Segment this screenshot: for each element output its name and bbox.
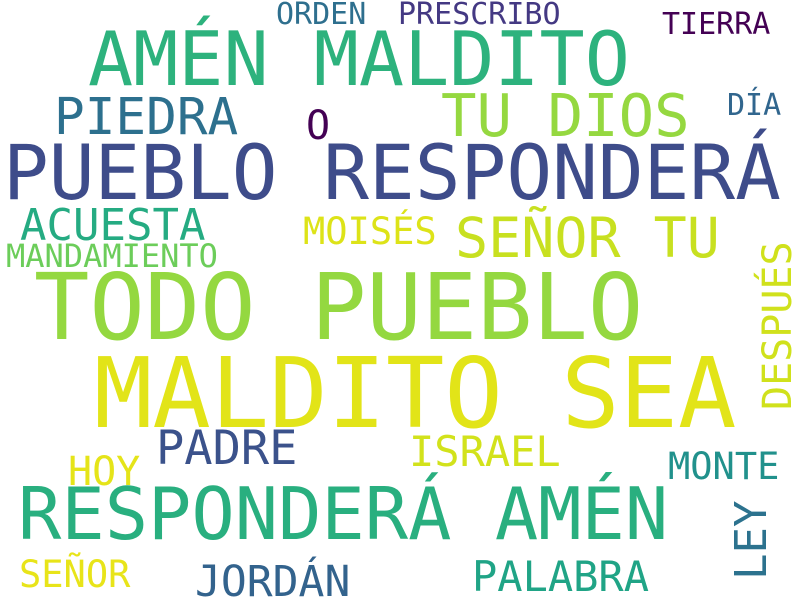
word-mandamiento: MANDAMIENTO	[6, 237, 218, 275]
word-pueblo-responderá: PUEBLO RESPONDERÁ	[3, 128, 781, 217]
word-prescribo: PRESCRIBO	[398, 0, 561, 32]
word-tierra: TIERRA	[662, 7, 771, 42]
word-acuesta: ACUESTA	[20, 200, 206, 251]
word-padre: PADRE	[156, 421, 298, 476]
word-señor: SEÑOR	[19, 553, 131, 596]
word-señor-tu: SEÑOR TU	[455, 206, 720, 270]
word-responderá-amén: RESPONDERÁ AMÉN	[18, 472, 669, 556]
word-amen-maldito: AMÉN MALDITO	[88, 15, 630, 103]
word-israel: ISRAEL	[409, 427, 561, 476]
word-todo-pueblo: TODO PUEBLO	[34, 254, 644, 361]
word-orden: ORDEN	[276, 0, 367, 32]
word-ley: LEY	[726, 500, 777, 580]
word-jordán: JORDÁN	[195, 557, 351, 600]
word-piedra: PIEDRA	[54, 88, 239, 147]
word-maldito-sea: MALDITO SEA	[94, 337, 737, 450]
word-tu-dios: TU DIOS	[441, 81, 690, 150]
word-o: O	[306, 103, 331, 149]
word-hoy: HOY	[68, 449, 141, 495]
word-moisés: MOISÉS	[303, 210, 437, 253]
word-monte: MONTE	[668, 445, 780, 488]
word-día: DÍA	[727, 88, 782, 123]
word-después: DESPUÉS	[755, 241, 800, 410]
word-palabra: PALABRA	[472, 552, 650, 600]
